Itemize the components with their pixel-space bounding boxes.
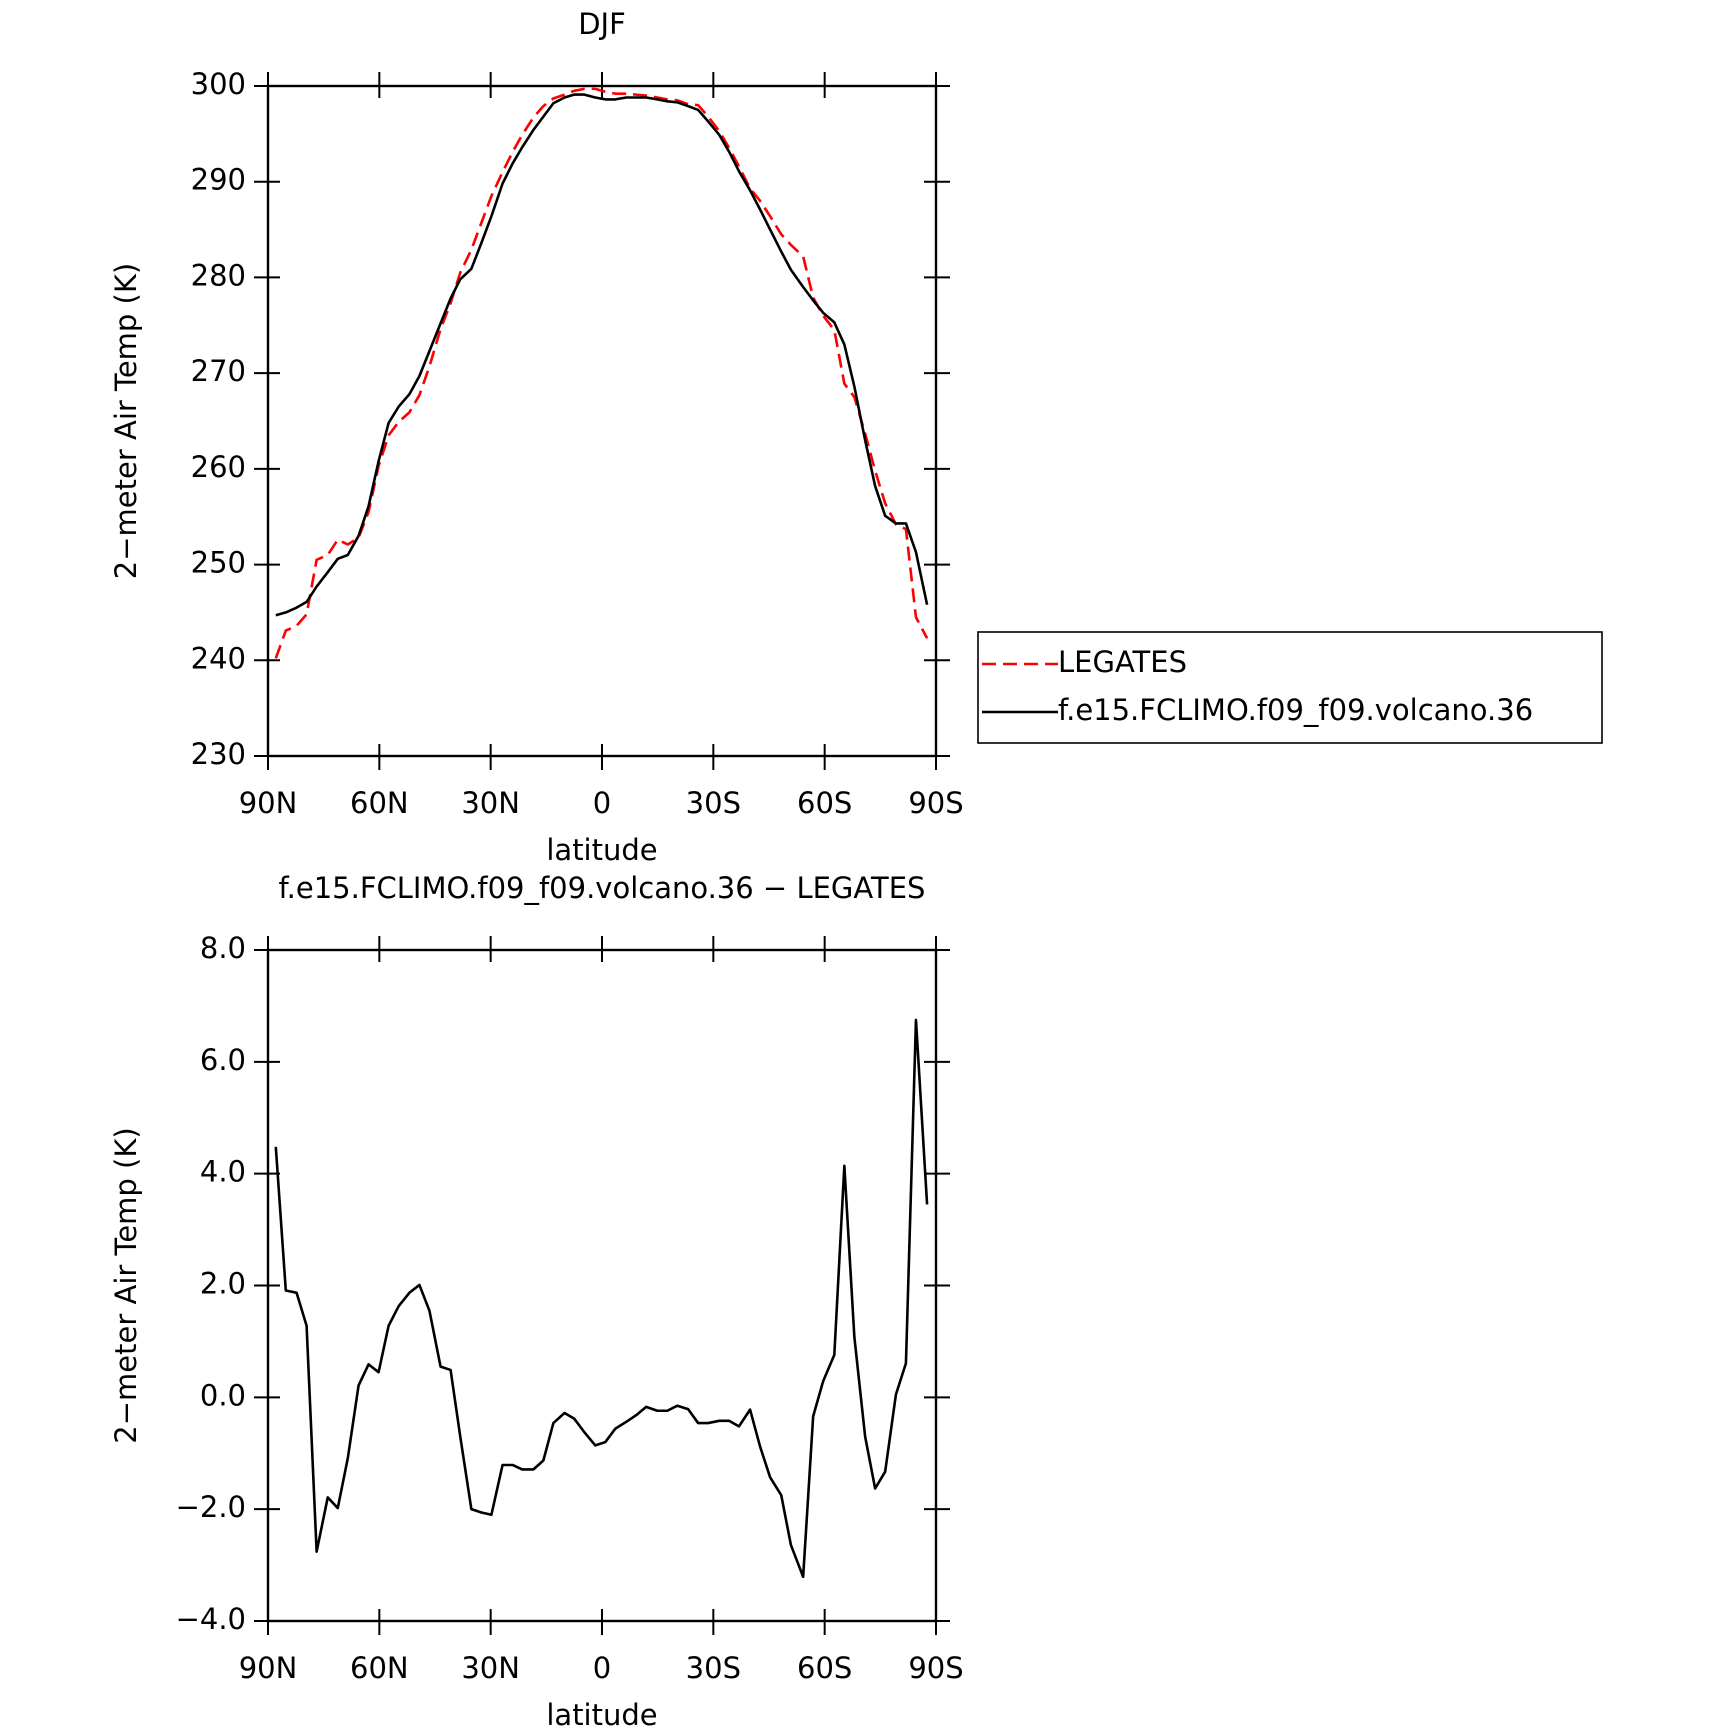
y-tick-label: 300 [191, 67, 246, 101]
y-tick-label: −2.0 [176, 1490, 246, 1524]
x-tick-label: 60S [797, 786, 852, 820]
y-axis-label: 2−meter Air Temp (K) [109, 1127, 143, 1443]
legend-label: f.e15.FCLIMO.f09_f09.volcano.36 [1058, 693, 1533, 727]
x-tick-label: 30N [461, 1651, 520, 1685]
y-tick-label: 260 [191, 450, 246, 484]
y-axis-label: 2−meter Air Temp (K) [109, 263, 143, 579]
x-axis-label: latitude [546, 1698, 657, 1732]
y-tick-label: −4.0 [176, 1602, 246, 1636]
y-tick-label: 230 [191, 737, 246, 771]
y-tick-label: 4.0 [200, 1155, 246, 1189]
y-tick-label: 240 [191, 641, 246, 675]
chart-title: DJF [578, 7, 626, 41]
legend-label: LEGATES [1058, 645, 1187, 679]
x-tick-label: 60S [797, 1651, 852, 1685]
x-tick-label: 30N [461, 786, 520, 820]
x-tick-label: 60N [350, 786, 409, 820]
x-tick-label: 90S [908, 786, 963, 820]
y-tick-label: 250 [191, 546, 246, 580]
x-tick-label: 90N [239, 1651, 298, 1685]
y-tick-label: 0.0 [200, 1378, 246, 1412]
x-tick-label: 30S [686, 786, 741, 820]
legend-box [977, 631, 1603, 744]
y-tick-label: 6.0 [200, 1043, 246, 1077]
y-tick-label: 8.0 [200, 931, 246, 965]
x-tick-label: 0 [593, 786, 611, 820]
line-series [274, 87, 929, 659]
line-series [275, 93, 929, 617]
x-tick-label: 60N [350, 1651, 409, 1685]
plot-frame [266, 84, 938, 758]
plot-frame [266, 948, 938, 1623]
y-tick-label: 290 [191, 163, 246, 197]
x-tick-label: 90S [908, 1651, 963, 1685]
y-tick-label: 270 [191, 354, 246, 388]
x-tick-label: 90N [239, 786, 298, 820]
x-tick-label: 30S [686, 1651, 741, 1685]
chart-title: f.e15.FCLIMO.f09_f09.volcano.36 − LEGATE… [279, 871, 926, 905]
x-tick-label: 0 [593, 1651, 611, 1685]
line-series [274, 1018, 929, 1579]
y-tick-label: 2.0 [200, 1267, 246, 1301]
x-axis-label: latitude [546, 833, 657, 867]
y-tick-label: 280 [191, 258, 246, 292]
